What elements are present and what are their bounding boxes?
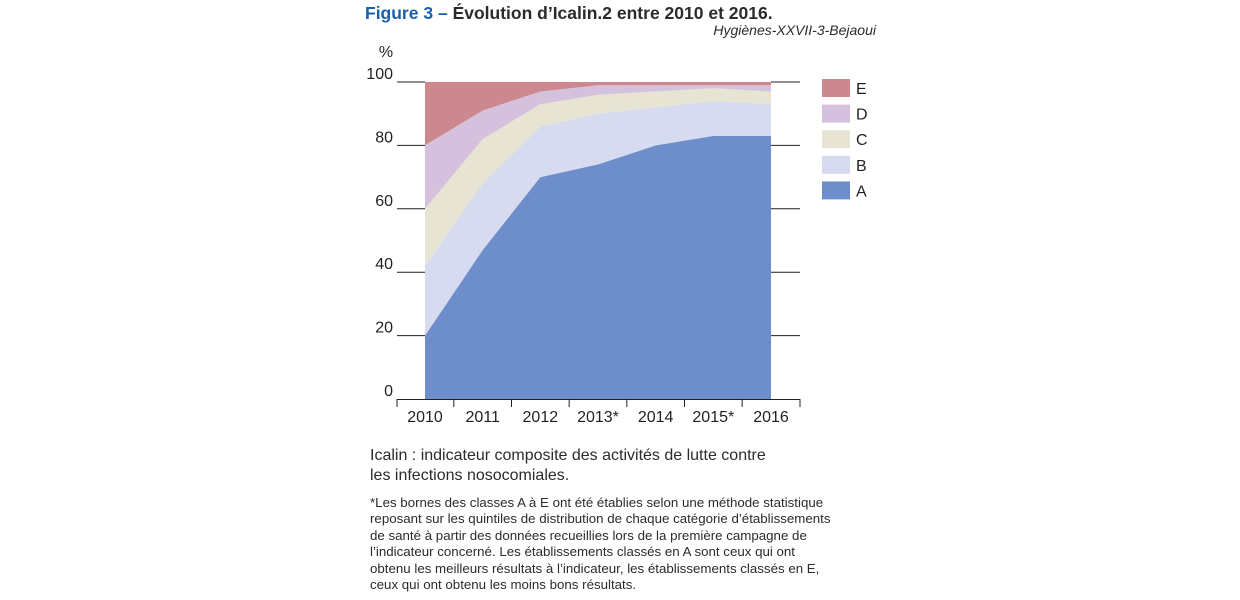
source-credit: Hygiènes-XXVII-3-Bejaoui [713,22,876,38]
y-tick-label: 20 [375,320,393,337]
footnote-line: obtenu les meilleurs résultats à l’indic… [370,560,820,576]
legend-swatch-d [822,104,850,123]
legend-swatch-b [822,155,850,174]
footnote-line: l’indicateur concerné. Les établissement… [370,544,796,560]
chart-gridlines [397,81,800,337]
legend-label-a: A [856,183,867,200]
x-tick-label: 2011 [465,409,500,426]
x-tick-label: 2010 [407,409,443,426]
area-series-a [425,135,771,399]
title-text: Évolution d’Icalin.2 entre 2010 et 2016. [452,3,773,23]
figure-label: Figure 3 [365,3,434,23]
title-separator: – [437,3,448,23]
y-axis-label: % [379,44,393,61]
x-tick-label: 2014 [638,409,674,426]
area-series-e [425,82,771,146]
y-tick-label: 0 [384,383,393,400]
legend-label-c: C [856,132,868,149]
area-series-c [425,88,771,266]
chart-areas [425,82,771,399]
area-series-d [425,85,771,209]
y-tick-label: 40 [375,256,393,273]
legend-swatch-a [822,181,850,200]
chart-note: Icalin : indicateur composite des activi… [370,446,800,486]
y-tick-label: 80 [375,129,393,146]
footnote-line: reposant sur les quintiles de distributi… [370,511,831,527]
legend-label-e: E [856,81,867,98]
footnote-line: de santé à partir des données recueillie… [370,527,807,543]
x-tick-label: 2015* [692,409,734,426]
legend-label-d: D [856,107,868,124]
x-tick-label: 2013* [577,409,619,426]
chart-axes: 2010 2011 2012 2013* 2014 2015* 2016 0 20 40 60 80 1… [366,44,801,426]
legend-label-b: B [856,158,867,175]
y-tick-label: 60 [375,193,393,210]
x-tick-label: 2016 [753,409,789,426]
legend-swatch-e [822,79,850,97]
x-tick-label: 2012 [523,409,559,426]
footnote-line: ceux qui ont obtenu les moins bons résul… [370,577,637,593]
note-line: les infections nosocomiales. [370,467,570,484]
figure-title: Figure 3 – Évolution d’Icalin.2 entre 20… [365,3,773,24]
footnote: *Les bornes des classes A à E ont été ét… [370,495,880,593]
area-series-b [425,101,771,336]
y-tick-label: 100 [366,66,393,83]
note-line: Icalin : indicateur composite des activi… [370,447,766,464]
legend-swatch-c [822,130,850,149]
footnote-line: *Les bornes des classes A à E ont été ét… [370,495,824,510]
